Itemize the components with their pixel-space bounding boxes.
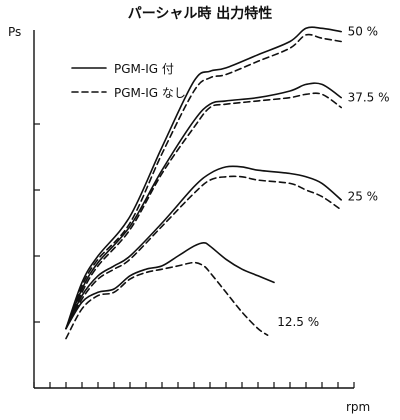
curve-label-50: 50 % [348, 25, 379, 39]
x-axis-label: rpm [346, 400, 370, 414]
throttle-labels: 50 % 37.5 % 25 % 12.5 % [277, 25, 389, 329]
axis-ticks [33, 123, 355, 388]
curve-50-without-pgm-ig [65, 33, 342, 330]
curve-12-5-without-pgm-ig [65, 261, 269, 340]
chart-title: パーシャル時 出力特性 [128, 5, 273, 22]
y-axis-label: Ps [8, 25, 21, 39]
curve-37-5-with-pgm-ig [65, 82, 342, 330]
legend-label-solid: PGM-IG 付 [114, 62, 174, 76]
curve-label-37-5: 37.5 % [348, 91, 390, 105]
legend-label-dashed: PGM-IG なし [114, 86, 186, 100]
curve-12-5-with-pgm-ig [65, 242, 275, 330]
curve-label-25: 25 % [348, 190, 379, 204]
legend: PGM-IG 付 PGM-IG なし [71, 62, 186, 100]
curve-25-without-pgm-ig [65, 175, 342, 330]
curve-50-with-pgm-ig [65, 26, 342, 330]
curve-25-with-pgm-ig [65, 165, 342, 330]
curve-37-5-without-pgm-ig [65, 92, 342, 330]
curve-label-12-5: 12.5 % [277, 315, 319, 329]
curves [65, 26, 342, 340]
